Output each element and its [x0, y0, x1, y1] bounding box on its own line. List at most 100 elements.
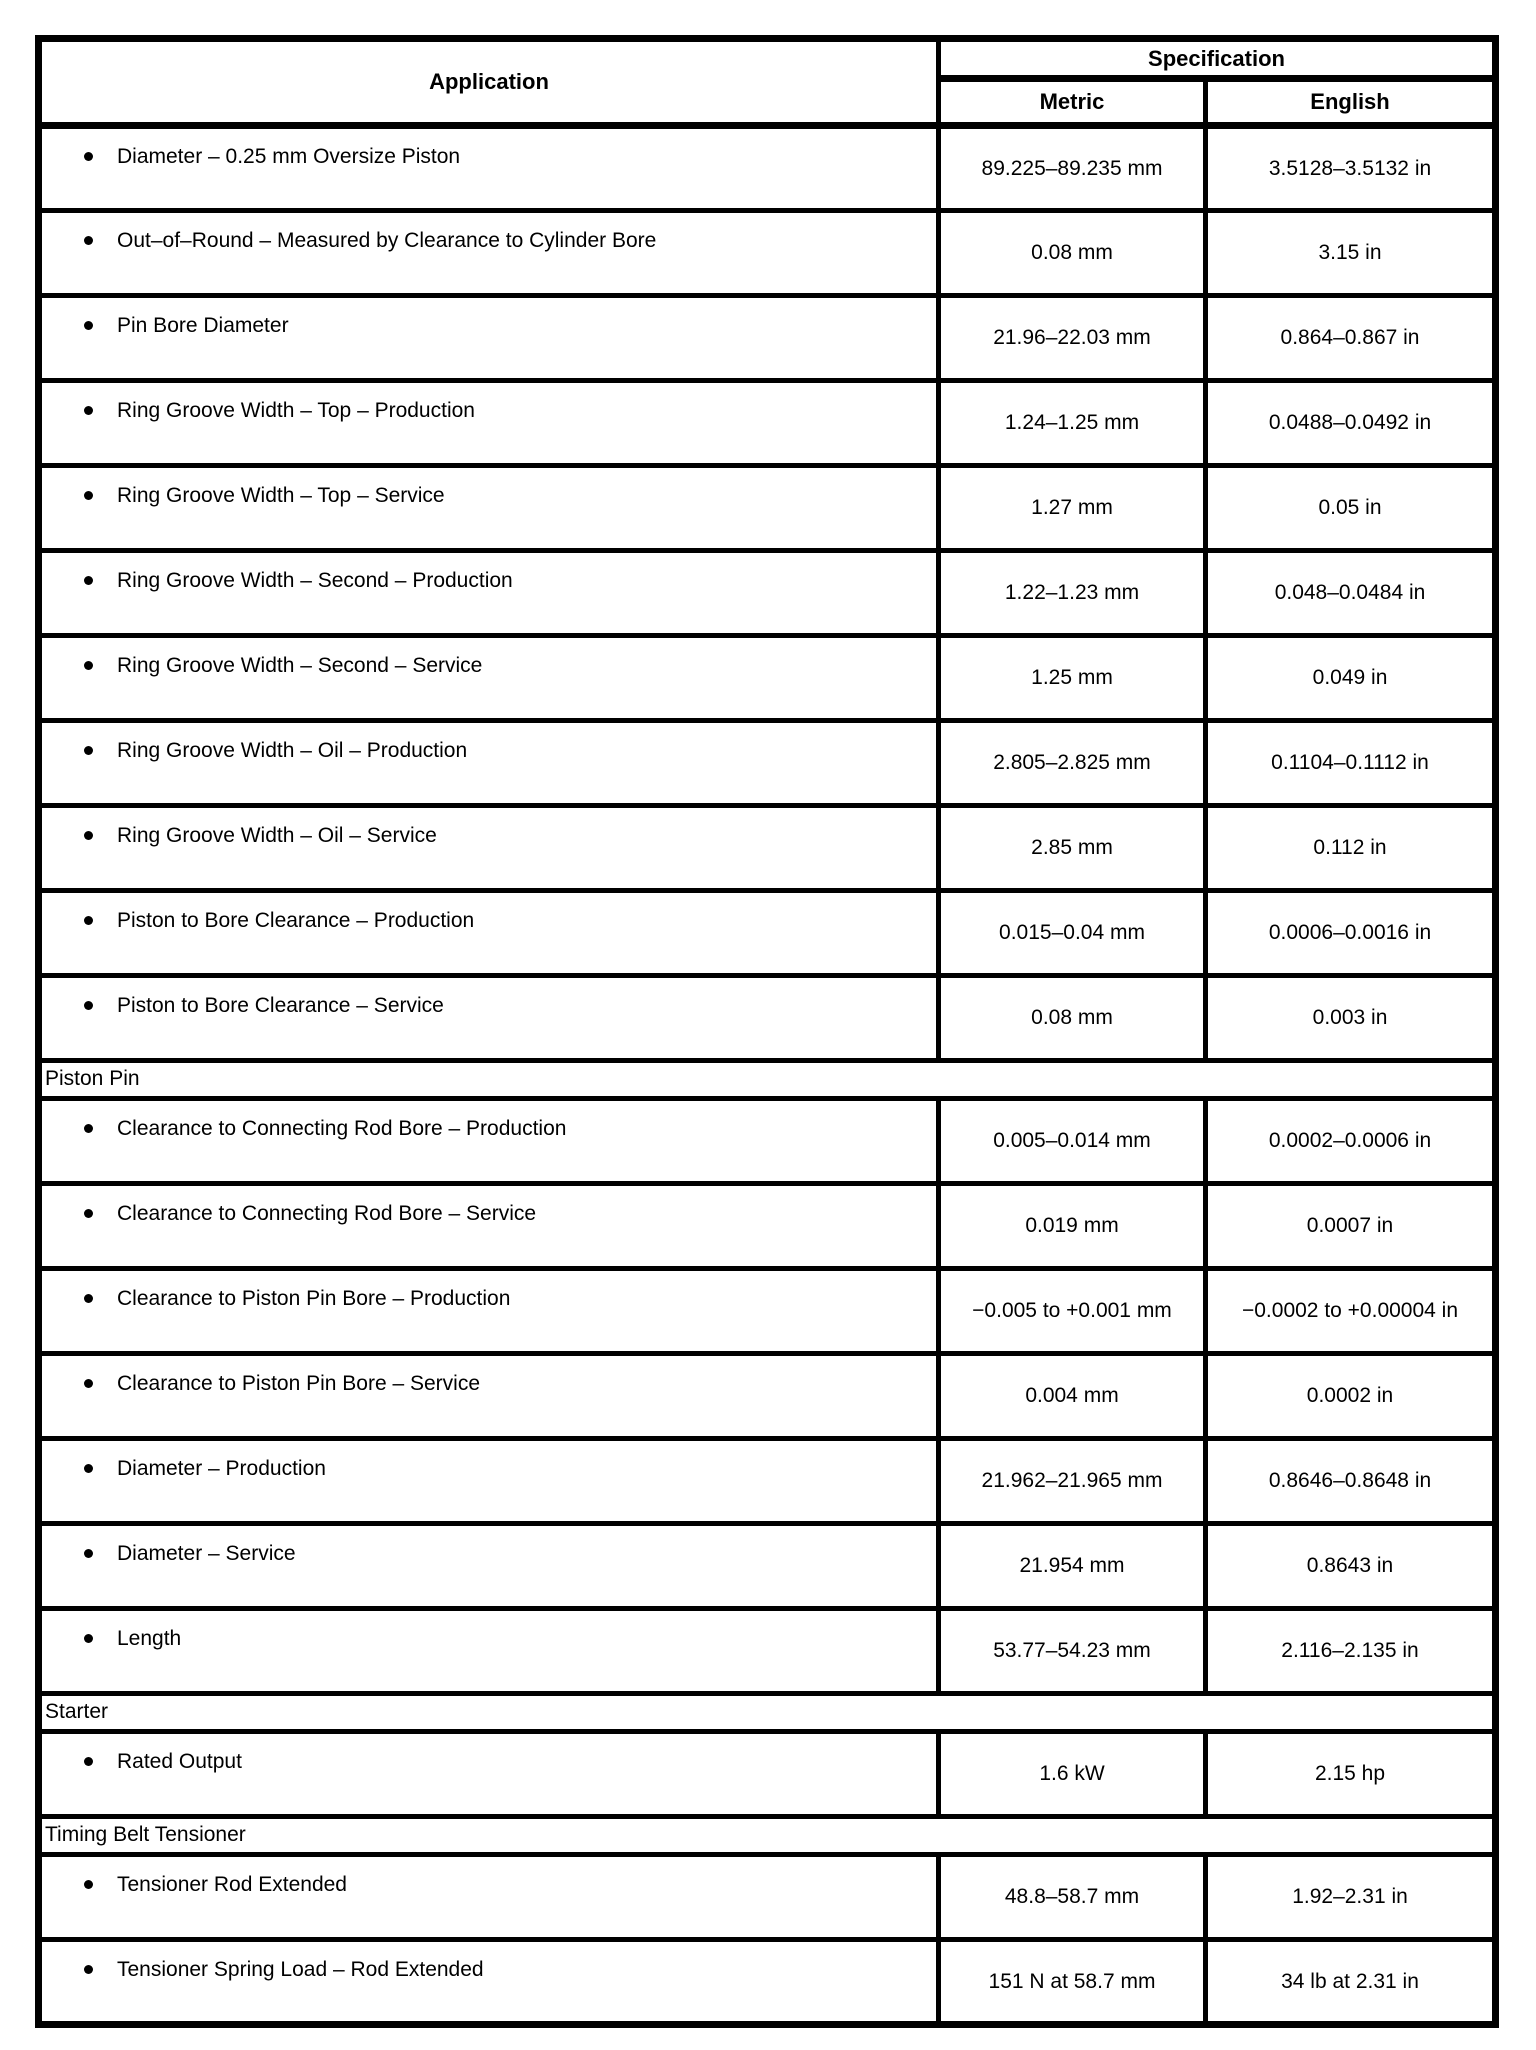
application-cell: Piston to Bore Clearance – Production: [36, 888, 941, 978]
bullet-icon: [84, 1634, 93, 1643]
table-header: Application Specification Metric English: [36, 36, 1499, 129]
spec-row: Out–of–Round – Measured by Clearance to …: [36, 208, 1499, 298]
row-label: Clearance to Piston Pin Bore – Service: [117, 1372, 481, 1395]
metric-value: 2.805–2.825 mm: [936, 718, 1208, 808]
row-label: Clearance to Connecting Rod Bore – Servi…: [117, 1202, 537, 1225]
bullet-icon: [84, 1880, 93, 1889]
application-cell: Piston to Bore Clearance – Service: [36, 973, 941, 1063]
application-cell: Rated Output: [36, 1729, 941, 1819]
metric-value: 2.85 mm: [936, 803, 1208, 893]
application-cell: Ring Groove Width – Second – Production: [36, 548, 941, 638]
metric-value: 1.6 kW: [936, 1729, 1208, 1819]
specification-column-header: Specification: [935, 36, 1499, 82]
english-value: 0.864–0.867 in: [1202, 293, 1499, 383]
english-value: 0.1104–0.1112 in: [1202, 718, 1499, 808]
metric-value: −0.005 to +0.001 mm: [936, 1266, 1208, 1356]
row-label: Ring Groove Width – Oil – Service: [117, 824, 437, 847]
metric-value: 21.954 mm: [936, 1521, 1208, 1611]
row-label: Ring Groove Width – Oil – Production: [117, 739, 468, 762]
specification-table: Application Specification Metric English…: [35, 35, 1500, 2028]
application-cell: Clearance to Piston Pin Bore – Service: [36, 1351, 941, 1441]
application-cell: Ring Groove Width – Top – Service: [36, 463, 941, 553]
spec-row: Clearance to Connecting Rod Bore – Produ…: [36, 1096, 1499, 1186]
bullet-icon: [84, 236, 93, 245]
section-row: Timing Belt Tensioner: [35, 1814, 1499, 1857]
spec-row: Piston to Bore Clearance – Service 0.08 m…: [36, 973, 1499, 1063]
bullet-icon: [84, 916, 93, 925]
specification-table-container: Application Specification Metric English…: [35, 35, 1500, 2028]
english-column-header: English: [1202, 76, 1499, 129]
spec-row: Pin Bore Diameter 21.96–22.03 mm 0.864–0.8…: [36, 293, 1499, 383]
application-column-header: Application: [36, 36, 941, 129]
spec-row: Tensioner Rod Extended 48.8–58.7 mm 1.92–2…: [36, 1852, 1499, 1942]
row-label: Tensioner Rod Extended: [117, 1873, 347, 1896]
metric-value: 0.08 mm: [936, 208, 1208, 298]
spec-row: Diameter – Service 21.954 mm 0.8643 in: [36, 1521, 1499, 1611]
section-row: Piston Pin: [35, 1058, 1499, 1101]
english-value: 0.0002–0.0006 in: [1202, 1096, 1499, 1186]
bullet-icon: [84, 1549, 93, 1558]
spec-row: Rated Output 1.6 kW 2.15 hp: [36, 1729, 1499, 1819]
application-cell: Ring Groove Width – Oil – Production: [36, 718, 941, 808]
english-value: 0.0006–0.0016 in: [1202, 888, 1499, 978]
bullet-icon: [84, 746, 93, 755]
row-label: Length: [117, 1627, 182, 1650]
metric-value: 48.8–58.7 mm: [936, 1852, 1208, 1942]
row-label: Ring Groove Width – Second – Service: [117, 654, 483, 677]
bullet-icon: [84, 1464, 93, 1473]
bullet-icon: [84, 576, 93, 585]
metric-value: 21.96–22.03 mm: [936, 293, 1208, 383]
metric-value: 89.225–89.235 mm: [936, 123, 1208, 213]
application-cell: Diameter – Production: [36, 1436, 941, 1526]
application-cell: Tensioner Spring Load – Rod Extended: [36, 1937, 941, 2027]
row-label: Piston to Bore Clearance – Production: [117, 909, 475, 932]
english-value: 0.0007 in: [1202, 1181, 1499, 1271]
section-label: Piston Pin: [35, 1058, 1499, 1101]
bullet-icon: [84, 491, 93, 500]
spec-row: Ring Groove Width – Second – Service 1.25…: [36, 633, 1499, 723]
english-value: 0.0488–0.0492 in: [1202, 378, 1499, 468]
bullet-icon: [84, 1965, 93, 1974]
spec-row: Ring Groove Width – Oil – Production 2.80…: [36, 718, 1499, 808]
spec-row: Piston to Bore Clearance – Production 0.0…: [36, 888, 1499, 978]
application-cell: Clearance to Connecting Rod Bore – Servi…: [36, 1181, 941, 1271]
row-label: Piston to Bore Clearance – Service: [117, 994, 444, 1017]
spec-row: Ring Groove Width – Oil – Service 2.85 mm…: [36, 803, 1499, 893]
section-row: Starter: [35, 1691, 1499, 1734]
bullet-icon: [84, 1209, 93, 1218]
application-cell: Out–of–Round – Measured by Clearance to …: [36, 208, 941, 298]
application-cell: Clearance to Connecting Rod Bore – Produ…: [36, 1096, 941, 1186]
english-value: 0.049 in: [1202, 633, 1499, 723]
spec-row: Ring Groove Width – Top – Service 1.27 mm…: [36, 463, 1499, 553]
english-value: 34 lb at 2.31 in: [1202, 1937, 1499, 2027]
row-label: Out–of–Round – Measured by Clearance to …: [117, 229, 657, 252]
metric-value: 0.019 mm: [936, 1181, 1208, 1271]
english-value: 0.8646–0.8648 in: [1202, 1436, 1499, 1526]
metric-value: 1.27 mm: [936, 463, 1208, 553]
english-value: 3.15 in: [1202, 208, 1499, 298]
row-label: Diameter – 0.25 mm Oversize Piston: [117, 145, 461, 168]
row-label: Ring Groove Width – Top – Service: [117, 484, 445, 507]
section-label: Starter: [35, 1691, 1499, 1734]
row-label: Pin Bore Diameter: [117, 314, 289, 337]
metric-value: 0.005–0.014 mm: [936, 1096, 1208, 1186]
row-label: Clearance to Connecting Rod Bore – Produ…: [117, 1117, 567, 1140]
application-cell: Ring Groove Width – Oil – Service: [36, 803, 941, 893]
metric-value: 1.24–1.25 mm: [936, 378, 1208, 468]
english-value: −0.0002 to +0.00004 in: [1202, 1266, 1499, 1356]
application-cell: Ring Groove Width – Top – Production: [36, 378, 941, 468]
bullet-icon: [84, 1124, 93, 1133]
bullet-icon: [84, 152, 93, 161]
bullet-icon: [84, 406, 93, 415]
spec-row: Ring Groove Width – Second – Production 1…: [36, 548, 1499, 638]
metric-value: 0.015–0.04 mm: [936, 888, 1208, 978]
application-cell: Tensioner Rod Extended: [36, 1852, 941, 1942]
row-label: Diameter – Service: [117, 1542, 296, 1565]
bullet-icon: [84, 1757, 93, 1766]
english-value: 0.8643 in: [1202, 1521, 1499, 1611]
english-value: 0.003 in: [1202, 973, 1499, 1063]
spec-row: Ring Groove Width – Top – Production 1.24…: [36, 378, 1499, 468]
application-cell: Clearance to Piston Pin Bore – Productio…: [36, 1266, 941, 1356]
application-cell: Diameter – Service: [36, 1521, 941, 1611]
bullet-icon: [84, 1379, 93, 1388]
